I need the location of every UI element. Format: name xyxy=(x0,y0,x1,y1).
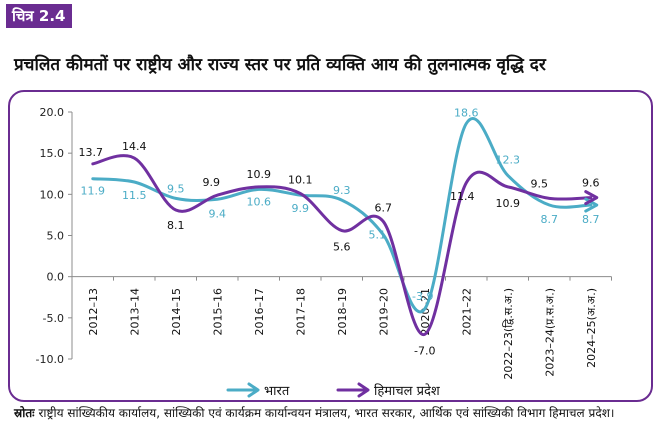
bharat-data-label: 9.5 xyxy=(167,182,185,195)
bharat-data-label: 9.4 xyxy=(209,207,227,220)
himachal-data-label: 10.9 xyxy=(247,168,272,181)
x-tick-label: 2018–19 xyxy=(336,288,349,336)
y-tick-label: -5.0 xyxy=(43,312,64,325)
himachal-legend-arrow xyxy=(357,382,370,398)
source-label: स्रोतः xyxy=(14,406,35,420)
legend: भारत हिमाचल प्रदेश xyxy=(226,382,441,399)
bharat-legend-label: भारत xyxy=(264,384,290,399)
x-tick-label: 2021–22 xyxy=(460,288,473,336)
source-text: राष्ट्रीय सांख्यिकीय कार्यालय, सांख्यिकी… xyxy=(38,406,615,420)
himachal-data-label: 9.9 xyxy=(203,176,221,189)
x-tick-label: 2017–18 xyxy=(294,288,307,336)
bharat-data-label: 12.3 xyxy=(496,153,521,166)
bharat-data-label: 18.6 xyxy=(454,107,479,120)
x-tick-label: 2019–20 xyxy=(377,288,390,336)
himachal-data-label: 14.4 xyxy=(122,140,147,153)
bharat-data-label: 11.5 xyxy=(122,189,147,202)
himachal-data-label: 8.1 xyxy=(167,219,185,232)
figure-label: चित्र 2.4 xyxy=(6,4,72,28)
x-tick-label: 2013–14 xyxy=(128,288,141,336)
x-tick-label: 2016–17 xyxy=(253,288,266,336)
source-note: स्रोतः राष्ट्रीय सांख्यिकीय कार्यालय, सा… xyxy=(14,405,654,422)
himachal-data-label: 10.9 xyxy=(496,197,521,210)
himachal-legend-label: हिमाचल प्रदेश xyxy=(374,383,441,399)
himachal-arrow-head xyxy=(584,190,599,206)
axis-layer: 20.0 15.0 10.0 5.0 0.0 -5.0 -10.0 2012–13 2013–1… xyxy=(36,106,612,380)
data-labels: 11.9 11.5 9.5 9.4 10.6 9.9 9.3 5.1 -3.9 18.6 12.3 8… xyxy=(79,107,600,358)
x-tick-label: 2022–23(द्वि.स.अ.) xyxy=(502,288,515,380)
y-tick-label: 0.0 xyxy=(47,271,65,284)
y-tick-label: 5.0 xyxy=(47,230,65,243)
chart-title: प्रचलित कीमतों पर राष्ट्रीय और राज्य स्त… xyxy=(14,55,546,75)
bharat-line xyxy=(91,117,593,314)
himachal-line xyxy=(91,154,593,336)
himachal-data-label: 6.7 xyxy=(375,202,393,215)
chart-frame xyxy=(8,90,653,402)
x-tick-label: 2024–25(अ.अ.) xyxy=(585,288,598,368)
himachal-data-label: 9.5 xyxy=(531,177,549,190)
y-tick-label: 15.0 xyxy=(40,147,65,160)
bharat-data-label: 8.7 xyxy=(582,213,600,226)
himachal-data-label: 11.4 xyxy=(450,190,475,203)
series-lines xyxy=(91,117,599,336)
x-tick-label: 2023–24(प्र.स.अ.) xyxy=(543,288,556,377)
himachal-data-label: 9.6 xyxy=(582,177,600,190)
bharat-data-label: 10.6 xyxy=(247,195,272,208)
y-tick-label: 10.0 xyxy=(40,188,65,201)
bharat-legend-arrow xyxy=(247,382,260,398)
y-tick-label: -10.0 xyxy=(36,353,64,366)
x-tick-label: 2012–13 xyxy=(87,288,100,336)
bharat-data-label: 9.3 xyxy=(333,184,351,197)
bharat-data-label: -3.9 xyxy=(412,290,433,303)
himachal-data-label: 13.7 xyxy=(79,146,104,159)
bharat-data-label: 5.1 xyxy=(369,229,387,242)
himachal-data-label: -7.0 xyxy=(414,344,435,357)
himachal-data-label: 10.1 xyxy=(288,174,313,187)
bharat-data-label: 9.9 xyxy=(292,202,310,215)
bharat-data-label: 11.9 xyxy=(81,185,106,198)
bharat-data-label: 8.7 xyxy=(541,213,559,226)
x-tick-label: 2014–15 xyxy=(170,288,183,336)
x-tick-label: 2015–16 xyxy=(211,288,224,336)
himachal-data-label: 5.6 xyxy=(333,241,351,254)
y-tick-label: 20.0 xyxy=(40,106,65,119)
